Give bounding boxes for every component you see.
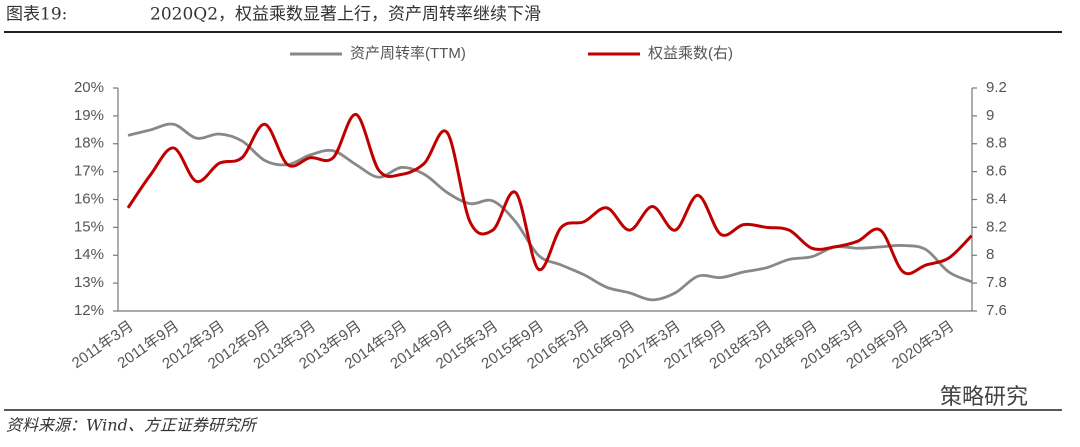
source-note: 资料来源：Wind、方正证券研究所 <box>6 416 259 435</box>
watermark: 策略研究 <box>940 385 1028 410</box>
y-tick-label: 16% <box>74 190 104 207</box>
y-tick-label: 20% <box>74 79 104 96</box>
series-line <box>126 113 973 276</box>
y2-tick-label: 8 <box>986 246 994 263</box>
y-tick-label: 12% <box>74 302 104 319</box>
y-tick-label: 18% <box>74 135 104 152</box>
y2-tick-label: 8.2 <box>986 218 1007 235</box>
figure-label: 图表19: <box>6 5 67 25</box>
y-tick-label: 14% <box>74 246 104 263</box>
y2-tick-label: 9 <box>986 107 994 124</box>
y2-tick-label: 7.6 <box>986 302 1007 319</box>
legend-label: 资产周转率(TTM) <box>350 45 466 62</box>
y-tick-label: 13% <box>74 274 104 291</box>
y-tick-label: 15% <box>74 218 104 235</box>
y2-tick-label: 9.2 <box>986 79 1007 96</box>
chart-title: 2020Q2，权益乘数显著上行，资产周转率继续下滑 <box>150 5 541 25</box>
legend-label: 权益乘数(右) <box>648 45 733 62</box>
y-tick-label: 17% <box>74 163 104 180</box>
y2-tick-label: 8.4 <box>986 190 1007 207</box>
y2-tick-label: 8.6 <box>986 163 1007 180</box>
series-line <box>127 122 973 302</box>
y2-tick-label: 8.8 <box>986 135 1007 152</box>
y-tick-label: 19% <box>74 107 104 124</box>
y2-tick-label: 7.8 <box>986 274 1007 291</box>
